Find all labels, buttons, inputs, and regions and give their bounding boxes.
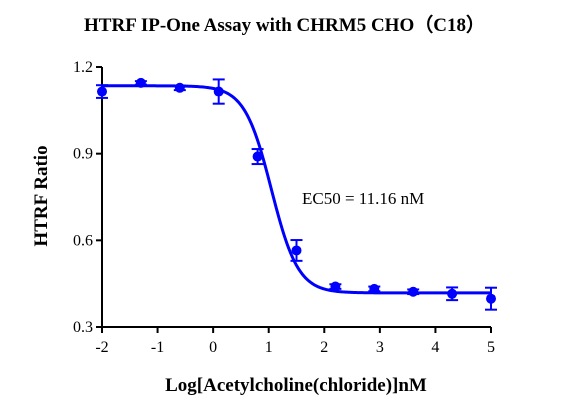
ec50-annotation: EC50 = 11.16 nM	[302, 189, 424, 208]
chart-title: HTRF IP-One Assay with CHRM5 CHO（C18）	[84, 15, 485, 36]
data-points-layer	[96, 77, 497, 311]
x-tick-label: 2	[320, 339, 328, 356]
y-axis-title: HTRF Ratio	[31, 145, 52, 246]
data-point-group	[329, 281, 342, 292]
data-point-group	[173, 82, 186, 93]
data-point-group	[251, 148, 264, 166]
y-tick-label: 0.3	[73, 319, 93, 336]
x-tick-label: -1	[151, 339, 164, 356]
data-point	[447, 288, 458, 299]
data-point-group	[212, 78, 225, 105]
x-tick-label: 5	[487, 339, 495, 356]
x-tick-label: 3	[376, 339, 384, 356]
data-point	[291, 245, 302, 256]
data-point	[135, 77, 146, 88]
data-point-group	[485, 286, 497, 311]
fit-curve-layer	[102, 84, 491, 295]
data-point	[252, 151, 263, 162]
x-tick-label: -2	[95, 339, 108, 356]
data-point	[486, 293, 496, 304]
data-point	[369, 283, 380, 294]
fit-curve	[102, 84, 491, 295]
data-point	[97, 86, 107, 97]
y-tick-label: 0.9	[73, 146, 93, 163]
data-point-group	[446, 286, 459, 302]
x-axis-title: Log[Acetylcholine(chloride)]nM	[165, 375, 427, 396]
data-point	[213, 86, 224, 97]
x-tick-label: 1	[265, 339, 273, 356]
x-tick-label: 4	[431, 339, 439, 356]
data-point-group	[290, 239, 303, 262]
y-tick-label: 0.6	[73, 232, 93, 249]
data-point-group	[407, 286, 420, 297]
x-tick-label: 0	[209, 339, 217, 356]
data-point	[408, 286, 419, 297]
y-tick-label: 1.2	[73, 59, 93, 76]
data-point	[330, 281, 341, 292]
data-point-group	[134, 77, 147, 88]
axes: 0.3 0.6 0.9 1.2 -2 -1 0 1 2 3 4 5	[73, 59, 495, 356]
data-point-group	[368, 283, 381, 294]
data-point-group	[96, 84, 108, 99]
data-point	[174, 82, 185, 93]
